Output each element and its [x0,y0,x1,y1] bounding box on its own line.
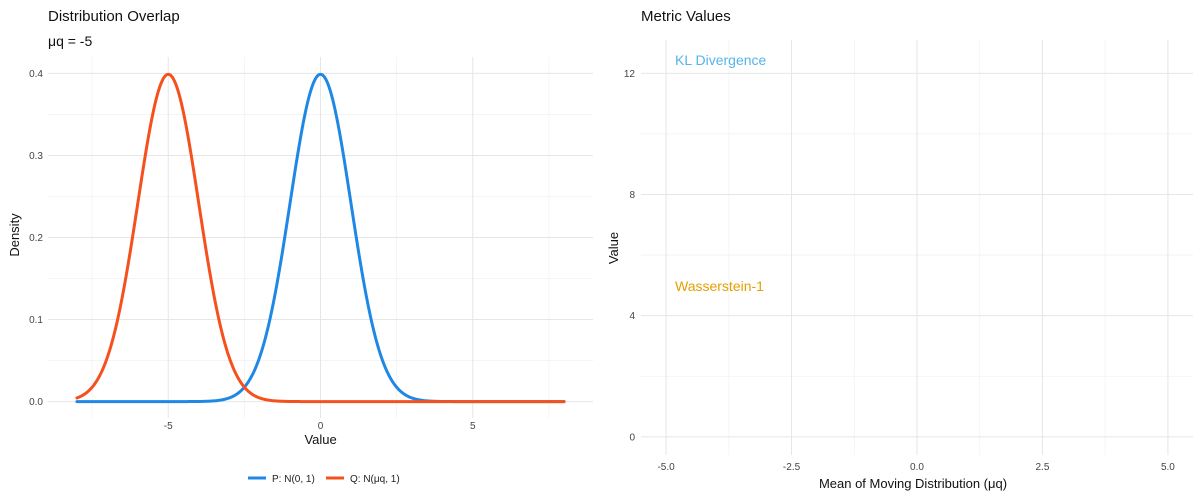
left-y-tick-label: 0.2 [29,233,43,244]
right-x-tick-label: 2.5 [1036,462,1050,473]
left-gridlines [48,57,593,418]
left-y-tick-label: 0.4 [29,69,43,80]
right-y-tick-label: 4 [629,311,635,322]
left-panel: Distribution Overlap μq = -5 -5 0 5 0.0 0.1 0… [7,8,593,485]
left-x-tick-label: 5 [470,421,476,432]
right-x-tick-label: 0.0 [910,462,924,473]
left-chart-subtitle: μq = -5 [48,33,92,49]
right-tick-labels: -5.0 -2.5 0.0 2.5 5.0 0 4 8 12 [624,69,1175,473]
right-panel: Metric Values -5.0 -2.5 0.0 2.5 5.0 0 4 8 12 KL … [606,8,1193,491]
right-x-axis-label: Mean of Moving Distribution (μq) [819,476,1007,491]
left-tick-labels: -5 0 5 0.0 0.1 0.2 0.3 0.4 [29,69,476,432]
legend-label-p: P: N(0, 1) [272,474,315,485]
right-y-tick-label: 12 [624,69,636,80]
right-x-tick-label: -5.0 [657,462,675,473]
right-y-axis-label: Value [606,232,621,264]
right-y-tick-label: 8 [629,190,635,201]
legend-label-q: Q: N(μq, 1) [350,474,400,485]
series-line-q [75,72,566,404]
annotation-wasserstein-1: Wasserstein-1 [675,278,764,294]
right-chart-title: Metric Values [641,8,731,25]
right-x-tick-label: -2.5 [783,462,801,473]
annotation-kl-divergence: KL Divergence [675,52,767,68]
right-gridlines [641,40,1193,455]
left-x-axis-label: Value [304,432,336,447]
right-x-tick-label: 5.0 [1161,462,1175,473]
left-x-tick-label: 0 [318,421,324,432]
left-series-lines [75,72,566,404]
left-y-tick-label: 0.3 [29,151,43,162]
left-y-axis-label: Density [7,213,22,257]
left-chart-title: Distribution Overlap [48,8,180,25]
right-y-tick-label: 0 [629,432,635,443]
left-y-tick-label: 0.1 [29,315,43,326]
left-x-tick-label: -5 [164,421,173,432]
legend: P: N(0, 1) Q: N(μq, 1) [248,474,400,485]
left-y-tick-label: 0.0 [29,397,43,408]
